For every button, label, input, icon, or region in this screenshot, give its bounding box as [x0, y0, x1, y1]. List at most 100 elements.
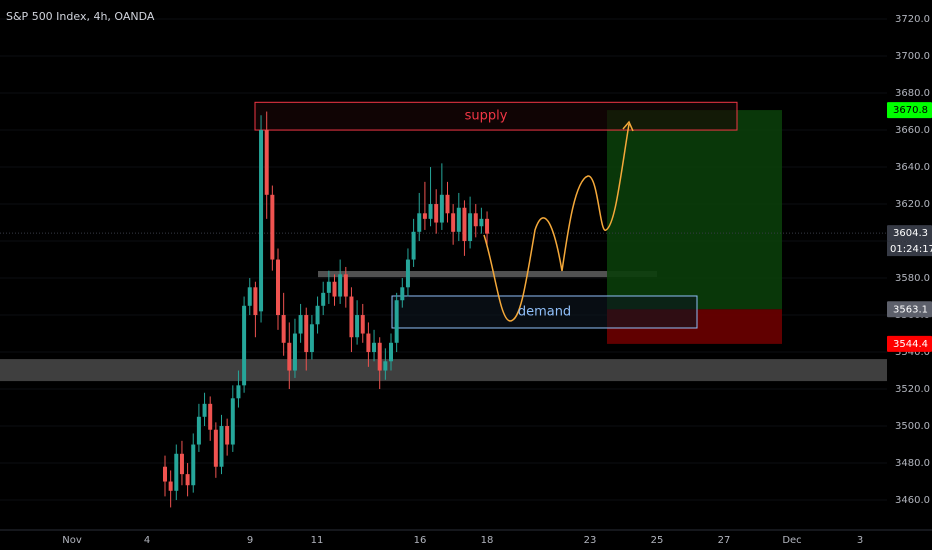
y-tick-label: 3460.0	[895, 495, 930, 506]
candle-body	[253, 287, 258, 316]
candle-body	[202, 403, 207, 417]
price-label: 3604.3	[893, 228, 928, 239]
zone-label: supply	[465, 109, 508, 124]
x-tick-label: 23	[584, 535, 597, 546]
zone-label: demand	[518, 304, 571, 319]
candle-body	[174, 453, 179, 491]
candle-body	[372, 342, 377, 353]
candle-body	[236, 385, 241, 399]
price-label: 3544.4	[893, 339, 928, 350]
candle-body	[259, 130, 264, 312]
y-tick-label: 3680.0	[895, 88, 930, 99]
price-axis	[887, 0, 932, 550]
candle-body	[332, 281, 337, 297]
target-zone	[607, 110, 782, 310]
x-tick-label: 16	[414, 535, 427, 546]
gray-band	[0, 359, 887, 382]
x-tick-label: 25	[651, 535, 664, 546]
y-tick-label: 3620.0	[895, 199, 930, 210]
candle-body	[321, 292, 326, 306]
candle-body	[462, 207, 467, 242]
countdown-bg	[887, 241, 932, 257]
candle-body	[366, 333, 371, 353]
y-tick-label: 3720.0	[895, 14, 930, 25]
candle-body	[434, 204, 439, 223]
candle-body	[292, 333, 297, 371]
candle-body	[309, 324, 314, 353]
candle-body	[349, 296, 354, 338]
candle-body	[191, 444, 196, 486]
price-label-bg	[887, 225, 932, 242]
candle-body	[422, 213, 427, 219]
candle-body	[377, 342, 382, 371]
candle-body	[394, 300, 399, 343]
x-tick-label: 9	[247, 535, 253, 546]
candle-body	[163, 466, 167, 482]
candle-body	[338, 274, 343, 297]
candle-body	[445, 194, 450, 214]
candle-body	[479, 218, 484, 227]
x-tick-label: 4	[144, 535, 150, 546]
x-tick-label: 27	[718, 535, 731, 546]
countdown: 01:24:17	[890, 244, 932, 255]
candle-body	[468, 213, 473, 242]
candle-body	[400, 287, 405, 301]
y-tick-label: 3660.0	[895, 125, 930, 136]
candle-body	[389, 342, 393, 362]
price-label-bg	[887, 301, 932, 318]
candle-body	[411, 231, 416, 260]
candle-body	[355, 315, 360, 338]
candle-body	[242, 305, 247, 386]
candle-body	[473, 213, 478, 227]
candle-body	[185, 474, 190, 486]
price-label: 3563.1	[893, 304, 928, 315]
candle-body	[168, 481, 173, 491]
candle-body	[213, 429, 218, 467]
candle-body	[179, 453, 184, 475]
y-tick-label: 3540.0	[895, 347, 930, 358]
candle-body	[287, 342, 292, 371]
candle-body	[456, 207, 461, 232]
candle-body	[360, 315, 365, 334]
x-tick-label: Nov	[62, 535, 82, 546]
candle-body	[304, 315, 309, 353]
candle-body	[225, 426, 230, 445]
candle-body	[230, 398, 235, 445]
y-tick-label: 3700.0	[895, 51, 930, 62]
y-tick-label: 3640.0	[895, 162, 930, 173]
gray-band	[318, 271, 657, 278]
x-tick-label: Dec	[782, 535, 801, 546]
candle-body	[405, 259, 410, 288]
chart-title: S&P 500 Index, 4h, OANDA	[6, 10, 155, 23]
candle-body	[219, 426, 224, 467]
candle-body	[439, 194, 444, 223]
candle-body	[343, 274, 348, 297]
price-label-bg	[887, 335, 932, 352]
candle-body	[276, 259, 280, 316]
candle-body	[281, 315, 286, 343]
zone-box	[254, 101, 738, 131]
y-tick-label: 3480.0	[895, 458, 930, 469]
candle-body	[270, 194, 275, 260]
candle-body	[485, 218, 490, 234]
x-tick-label: 11	[311, 535, 324, 546]
candle-body	[264, 130, 269, 195]
price-label-bg	[887, 102, 932, 119]
candle-body	[196, 416, 201, 445]
candle-body	[315, 305, 320, 325]
projection-path	[483, 123, 630, 322]
x-tick-label: 3	[857, 535, 863, 546]
y-tick-label: 3520.0	[895, 384, 930, 395]
candle-body	[208, 403, 213, 430]
projection-arrow	[622, 120, 634, 132]
x-tick-label: 18	[481, 535, 494, 546]
candle-body	[383, 361, 388, 371]
y-tick-label: 3580.0	[895, 273, 930, 284]
price-label: 3670.8	[893, 105, 928, 116]
candle-body	[428, 204, 433, 219]
zone-box	[391, 295, 698, 329]
candle-body	[298, 315, 303, 334]
y-tick-label: 3500.0	[895, 421, 930, 432]
candle-body	[417, 213, 422, 232]
